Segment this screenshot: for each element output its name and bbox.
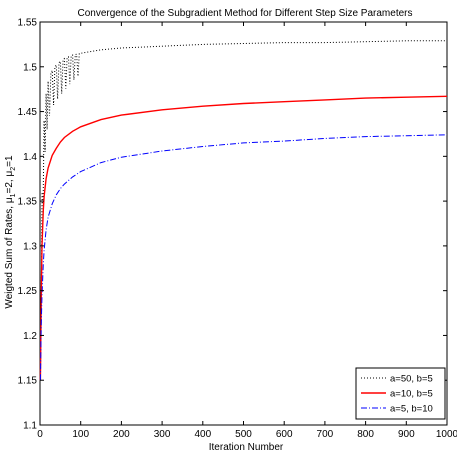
x-tick-label: 600 (276, 429, 293, 440)
series-line-2 (39, 95, 448, 381)
x-tick-label: 500 (235, 429, 252, 440)
plot-area (39, 21, 448, 426)
series-line-3 (39, 134, 448, 381)
y-tick-label: 1.5 (23, 62, 37, 73)
x-tick-label: 700 (317, 429, 334, 440)
y-axis-title-sub1: 1 (10, 193, 17, 197)
y-axis-title-mid: =2, μ (4, 171, 15, 194)
series-layer (39, 40, 448, 381)
y-axis-title: Weigted Sum of Rates, μ1=2, μ2=1 (4, 155, 17, 309)
y-axis-title-end: =1 (4, 155, 15, 167)
y-tick-label: 1.4 (23, 152, 37, 163)
x-tick-label: 1000 (436, 429, 457, 440)
x-tick-label: 200 (113, 429, 130, 440)
y-tick-label: 1.35 (18, 197, 38, 208)
y-tick-label: 1.55 (18, 18, 38, 29)
x-axis-title: Iteration Number (209, 442, 284, 453)
y-tick-label: 1.2 (23, 331, 37, 342)
y-tick-label: 1.45 (18, 107, 38, 118)
legend: a=50, b=5 a=10, b=5 a=5, b=10 (355, 367, 446, 420)
x-tick-label: 900 (398, 429, 415, 440)
y-axis-title-sub2: 2 (10, 167, 17, 171)
y-tick-label: 1.1 (23, 421, 37, 432)
series-line-1 (39, 40, 447, 381)
legend-label-2: a=10, b=5 (390, 389, 433, 400)
legend-label-1: a=50, b=5 (390, 374, 433, 385)
x-tick-label: 100 (72, 429, 89, 440)
y-tick-label: 1.25 (18, 286, 38, 297)
x-tick-label: 0 (37, 429, 43, 440)
y-axis-ticks: 1.1 1.15 1.2 1.25 1.3 1.35 1.4 1.45 1.5 1.55 (18, 18, 447, 432)
x-axis-ticks: 0 100 200 300 400 500 600 700 800 900 1000 (37, 22, 457, 440)
plot-frame (39, 21, 448, 426)
y-tick-label: 1.15 (18, 376, 38, 387)
chart-title: Convergence of the Subgradient Method fo… (77, 8, 412, 19)
x-tick-label: 300 (154, 429, 171, 440)
x-tick-label: 800 (357, 429, 374, 440)
legend-label-3: a=5, b=10 (390, 404, 433, 415)
y-tick-label: 1.3 (23, 241, 37, 252)
y-axis-title-main: Weigted Sum of Rates, μ (4, 197, 15, 308)
x-tick-label: 400 (194, 429, 211, 440)
